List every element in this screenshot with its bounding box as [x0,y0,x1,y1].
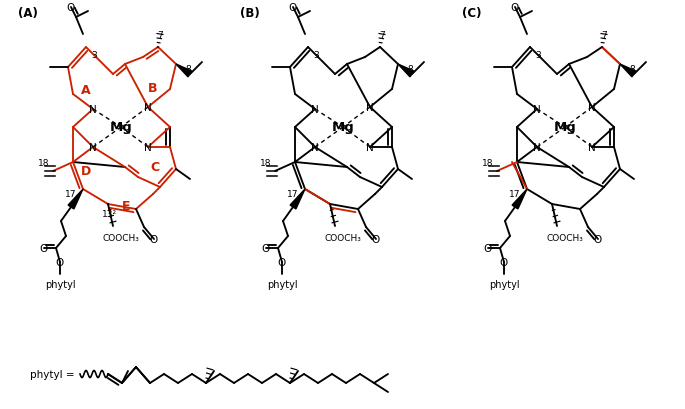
Text: 17: 17 [287,190,299,199]
Text: E: E [122,200,130,213]
Text: N: N [89,105,97,115]
Text: N: N [366,103,374,113]
Text: B: B [148,81,158,94]
Text: 18: 18 [260,159,271,168]
Text: 7: 7 [601,31,607,40]
Text: N: N [588,103,596,113]
Text: (C): (C) [462,7,482,20]
Polygon shape [620,65,636,78]
Polygon shape [512,189,527,209]
Polygon shape [398,65,414,78]
Polygon shape [176,65,192,78]
Text: 3: 3 [91,52,97,61]
Text: 18: 18 [38,159,49,168]
Text: O: O [262,243,270,254]
Text: 13²: 13² [103,210,118,219]
Text: N: N [144,103,152,113]
Text: COOCH₃: COOCH₃ [103,234,140,243]
Text: A: A [82,83,91,96]
Text: Mg: Mg [110,121,132,134]
Text: D: D [81,165,91,178]
Text: N: N [311,105,319,115]
Text: phytyl =: phytyl = [30,369,75,379]
Text: O: O [511,3,519,13]
Text: O: O [500,257,508,267]
Text: 17: 17 [509,190,521,199]
Text: 7: 7 [157,31,163,40]
Text: (B): (B) [240,7,260,20]
Text: O: O [594,234,602,245]
Text: 3: 3 [535,52,541,61]
Text: O: O [372,234,380,245]
Polygon shape [68,189,83,209]
Text: O: O [67,3,75,13]
Text: N: N [533,143,541,153]
Text: 8: 8 [185,65,191,74]
Polygon shape [290,189,305,209]
Text: N: N [89,143,97,153]
Text: N: N [588,143,596,153]
Text: phytyl: phytyl [45,279,75,289]
Text: phytyl: phytyl [266,279,297,289]
Text: 8: 8 [629,65,635,74]
Text: O: O [278,257,286,267]
Text: (A): (A) [18,7,38,20]
Text: O: O [484,243,492,254]
Text: Mg: Mg [553,121,576,134]
Text: N: N [533,105,541,115]
Text: O: O [150,234,158,245]
Text: N: N [144,143,152,153]
Text: O: O [289,3,297,13]
Text: O: O [56,257,64,267]
Text: COOCH₃: COOCH₃ [325,234,362,243]
Text: N: N [311,143,319,153]
Text: N: N [366,143,374,153]
Text: COOCH₃: COOCH₃ [547,234,584,243]
Text: C: C [151,161,160,174]
Text: 3: 3 [313,52,319,61]
Text: phytyl: phytyl [488,279,519,289]
Text: 7: 7 [379,31,385,40]
Text: 17: 17 [65,190,77,199]
Text: 18: 18 [482,159,493,168]
Text: Mg: Mg [332,121,354,134]
Text: O: O [40,243,48,254]
Text: 8: 8 [407,65,413,74]
